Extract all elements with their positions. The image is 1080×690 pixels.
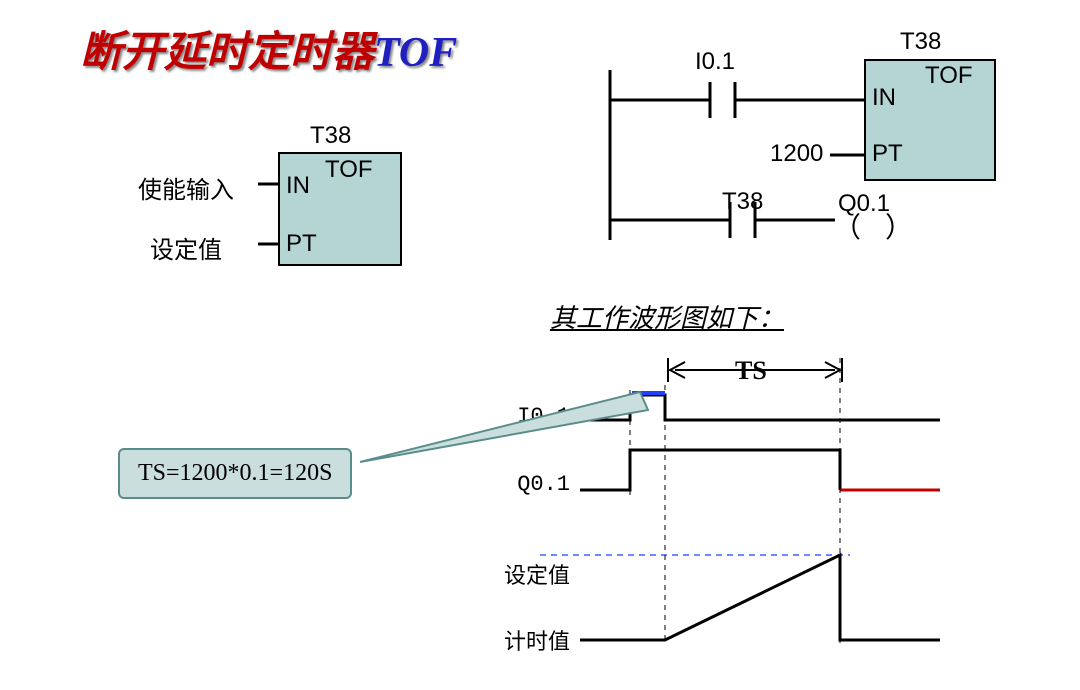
sig3-label: 设定值 [490, 558, 570, 590]
ts-label: TS [735, 356, 767, 386]
block-ticks [258, 152, 282, 272]
ladder-diagram [600, 40, 1060, 280]
callout-text: TS=1200*0.1=120S [138, 460, 332, 486]
coil-paren-r: ） [885, 206, 913, 246]
page-title: 断开延时定时器TOF [80, 18, 457, 79]
sig4-label: 计时值 [490, 624, 570, 656]
waveform-heading: 其工作波形图如下： [550, 298, 784, 335]
ladder-pt-value: 1200 [770, 140, 823, 168]
setpoint-label: 设定值 [150, 230, 222, 265]
block-in: IN [286, 172, 310, 200]
ladder-in: IN [872, 84, 896, 112]
title-main-text: 断开延时定时器 [80, 30, 374, 76]
title-suffix-text: TOF [374, 30, 457, 76]
callout-box: TS=1200*0.1=120S [118, 448, 352, 499]
ladder-pt: PT [872, 140, 903, 168]
coil-paren-l: （ [833, 206, 861, 246]
block-pt: PT [286, 230, 317, 258]
ladder-timer-kind: TOF [925, 62, 973, 90]
block-kind: TOF [325, 156, 373, 184]
enable-label: 使能输入 [138, 170, 234, 205]
block-name: T38 [310, 122, 351, 150]
rung1-contact-label: I0.1 [695, 48, 735, 76]
ladder-timer-name: T38 [900, 28, 941, 56]
rung2-contact-label: T38 [722, 188, 763, 216]
